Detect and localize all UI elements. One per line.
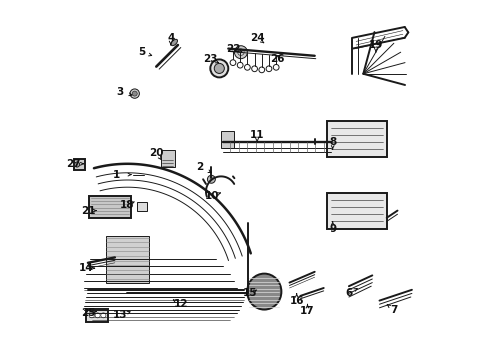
- Text: 2: 2: [196, 162, 203, 172]
- Text: 6: 6: [345, 288, 352, 298]
- Text: 15: 15: [242, 288, 257, 298]
- FancyBboxPatch shape: [136, 202, 147, 211]
- Circle shape: [89, 313, 94, 318]
- Circle shape: [210, 59, 228, 77]
- FancyBboxPatch shape: [161, 150, 174, 167]
- Text: 26: 26: [269, 54, 284, 64]
- Text: 16: 16: [289, 296, 304, 306]
- FancyBboxPatch shape: [326, 121, 386, 157]
- Circle shape: [214, 63, 224, 73]
- FancyBboxPatch shape: [106, 236, 149, 283]
- Text: 22: 22: [226, 44, 241, 54]
- FancyBboxPatch shape: [221, 131, 233, 148]
- Text: 3: 3: [117, 87, 123, 97]
- Ellipse shape: [247, 274, 281, 310]
- Text: 1: 1: [113, 170, 120, 180]
- Circle shape: [234, 46, 247, 59]
- Circle shape: [130, 89, 139, 98]
- Circle shape: [207, 175, 215, 183]
- FancyBboxPatch shape: [86, 309, 107, 322]
- FancyBboxPatch shape: [89, 196, 131, 218]
- Text: 24: 24: [249, 33, 264, 43]
- Text: 8: 8: [328, 137, 336, 147]
- Text: 9: 9: [328, 224, 336, 234]
- Text: 19: 19: [368, 40, 382, 50]
- Text: 20: 20: [149, 148, 163, 158]
- Ellipse shape: [171, 39, 177, 46]
- Text: 10: 10: [204, 191, 219, 201]
- Text: 27: 27: [66, 159, 81, 169]
- Text: 17: 17: [300, 306, 314, 316]
- FancyBboxPatch shape: [326, 193, 386, 229]
- Circle shape: [132, 91, 137, 96]
- Circle shape: [101, 313, 106, 318]
- Text: 25: 25: [81, 308, 95, 318]
- Text: 14: 14: [79, 263, 93, 273]
- Text: 11: 11: [249, 130, 264, 140]
- Text: 23: 23: [203, 54, 217, 64]
- Text: 12: 12: [174, 299, 188, 309]
- Text: 21: 21: [81, 206, 95, 216]
- FancyBboxPatch shape: [73, 159, 85, 170]
- Text: 13: 13: [113, 310, 127, 320]
- Circle shape: [75, 162, 80, 167]
- Circle shape: [95, 313, 100, 318]
- Text: 4: 4: [167, 33, 174, 43]
- Text: 18: 18: [120, 200, 135, 210]
- Text: 7: 7: [389, 305, 397, 315]
- Text: 5: 5: [138, 47, 145, 57]
